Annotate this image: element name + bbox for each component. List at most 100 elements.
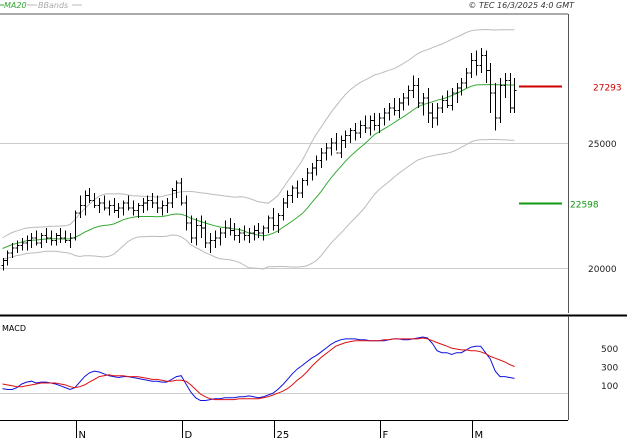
ohlc-bar [358, 120, 363, 138]
ohlc-bar [508, 73, 513, 113]
ohlc-bar [223, 220, 228, 238]
bbands-legend-label: BBands [38, 1, 68, 10]
ohlc-bar [455, 83, 460, 103]
macd-axis-label: 500 [601, 345, 618, 355]
ohlc-bar [121, 200, 126, 216]
ohlc-bar [401, 93, 406, 111]
ohlc-bar [445, 90, 450, 108]
ohlc-bar [305, 168, 310, 186]
ohlc-bar [348, 128, 353, 143]
ohlc-bar [314, 155, 319, 176]
x-axis-tick-label: D [185, 430, 193, 440]
ohlc-bar [199, 215, 204, 238]
ohlc-bar [213, 230, 218, 248]
x-axis-ticks: N D 25 F M [76, 420, 484, 440]
macd-panel-title: MACD [2, 324, 26, 333]
ohlc-bar [430, 103, 435, 128]
ohlc-bar [334, 133, 339, 154]
ohlc-bar [503, 73, 508, 98]
ohlc-bar [474, 50, 479, 76]
ohlc-bar [479, 48, 484, 73]
ohlc-bar [102, 195, 107, 211]
price-axis-label: 25000 [588, 140, 617, 150]
ohlc-bar [512, 78, 517, 113]
ohlc-bar [343, 130, 348, 148]
ohlc-bar [324, 143, 329, 161]
bbands-lower-line [2, 139, 515, 270]
ohlc-bar [228, 218, 233, 236]
ohlc-bar [97, 198, 102, 213]
ohlc-bar [464, 68, 469, 88]
ohlc-bar [29, 233, 34, 248]
ohlc-bar [160, 200, 165, 216]
ohlc-bar [78, 195, 83, 218]
ohlc-bar [426, 88, 431, 123]
ohlc-bar [484, 50, 489, 83]
ohlc-bar [107, 200, 112, 216]
macd-axis-label: 300 [601, 363, 618, 373]
ohlc-bar [203, 220, 208, 248]
ohlc-bar [469, 53, 474, 78]
ohlc-bar [58, 228, 63, 243]
ohlc-bar [170, 188, 175, 208]
ohlc-bar [261, 225, 266, 241]
ohlc-bar [87, 188, 92, 203]
ohlc-bar [63, 230, 68, 243]
ohlc-bar [184, 195, 189, 231]
ohlc-bar [155, 195, 160, 213]
ohlc-bar [34, 230, 39, 246]
price-levels: 27293 22598 [519, 84, 622, 211]
y-axis-labels: 25000 20000 500 300 100 [588, 140, 618, 392]
ohlc-bar [290, 185, 295, 203]
ohlc-bar [382, 108, 387, 126]
x-axis-tick-label: N [79, 430, 86, 440]
ohlc-bar [145, 195, 150, 211]
ohlc-bar [54, 233, 59, 246]
ohlc-bar [174, 180, 179, 198]
ohlc-bar [339, 135, 344, 158]
ohlc-bar [300, 178, 305, 198]
ohlc-bar [242, 225, 247, 241]
ohlc-bar [498, 78, 503, 123]
ohlc-bar [150, 193, 155, 208]
ohlc-bar [493, 83, 498, 131]
ma20-legend-label: MA20 [4, 1, 27, 10]
ohlc-bar [20, 238, 25, 251]
ohlc-bar [276, 213, 281, 233]
ohlc-bar [295, 180, 300, 198]
ohlc-bar [440, 95, 445, 113]
x-axis-tick-label: F [383, 430, 389, 440]
ohlc-bar [131, 200, 136, 216]
ohlc-bar [285, 190, 290, 208]
macd-lines [2, 336, 515, 401]
ohlc-bar [10, 243, 15, 258]
ohlc-bar [83, 190, 88, 216]
ohlc-bar [136, 203, 141, 218]
ohlc-bar [387, 103, 392, 121]
ohlc-bar [310, 163, 315, 181]
ohlc-bar [266, 215, 271, 233]
ohlc-bar [44, 228, 49, 243]
ohlc-bars [1, 48, 517, 271]
ohlc-bar [450, 88, 455, 111]
ohlc-bar [1, 258, 6, 271]
ohlc-bar [92, 193, 97, 208]
ohlc-bar [68, 233, 73, 248]
ohlc-bar [329, 138, 334, 156]
ohlc-bar [459, 78, 464, 96]
bollinger-bands [2, 28, 515, 270]
resistance-level-label: 27293 [593, 84, 622, 94]
ohlc-bar [247, 228, 252, 243]
ohlc-bar [271, 208, 276, 231]
ohlc-bar [179, 178, 184, 206]
macd-signal-line [2, 337, 515, 401]
ohlc-bar [194, 218, 199, 246]
x-axis-tick-label: M [475, 430, 484, 440]
ohlc-bar [112, 198, 117, 213]
copyright-timestamp: © TEC 16/3/2025 4:0 GMT [468, 1, 575, 10]
macd-line [2, 336, 515, 401]
ohlc-bar [416, 78, 421, 108]
ohlc-bar [252, 225, 257, 241]
ohlc-bar [411, 75, 416, 98]
ohlc-bar [218, 228, 223, 246]
